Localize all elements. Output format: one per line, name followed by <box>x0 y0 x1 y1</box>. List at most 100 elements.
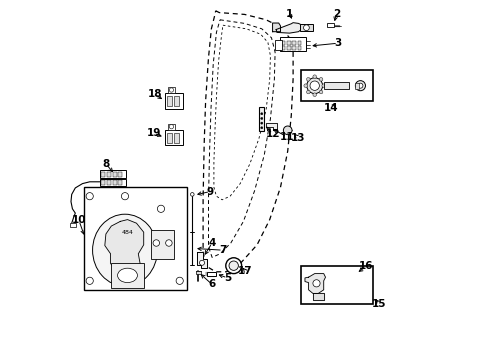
Circle shape <box>86 193 93 200</box>
Circle shape <box>355 81 365 91</box>
Circle shape <box>306 77 309 81</box>
Text: 3: 3 <box>334 38 341 48</box>
Bar <box>165 130 182 145</box>
Circle shape <box>169 125 173 129</box>
Circle shape <box>303 84 307 87</box>
Text: 10: 10 <box>72 215 86 225</box>
Text: 8: 8 <box>102 159 109 169</box>
Text: 12: 12 <box>265 129 279 139</box>
Bar <box>279 37 305 51</box>
Text: 6: 6 <box>208 279 215 289</box>
Bar <box>100 179 125 186</box>
Bar <box>167 96 172 106</box>
Circle shape <box>157 205 164 212</box>
Polygon shape <box>104 220 143 274</box>
Text: 9: 9 <box>206 186 213 197</box>
Circle shape <box>260 117 263 120</box>
Bar <box>165 93 182 109</box>
Text: 14: 14 <box>324 103 338 113</box>
Bar <box>258 107 264 131</box>
Bar <box>281 46 285 50</box>
Circle shape <box>312 75 316 78</box>
Circle shape <box>283 126 291 135</box>
Bar <box>297 46 301 50</box>
Circle shape <box>303 25 309 31</box>
Bar <box>301 70 373 101</box>
Circle shape <box>319 77 322 81</box>
Bar <box>281 41 285 45</box>
Ellipse shape <box>92 214 157 286</box>
Bar <box>174 96 178 106</box>
Bar <box>326 23 333 27</box>
Text: 5: 5 <box>224 273 231 283</box>
Circle shape <box>319 90 322 94</box>
Circle shape <box>306 90 309 94</box>
Circle shape <box>309 81 319 90</box>
Circle shape <box>306 78 322 94</box>
Text: 11: 11 <box>279 132 294 142</box>
Bar <box>100 170 125 178</box>
Text: 16: 16 <box>358 261 373 271</box>
Circle shape <box>190 193 194 196</box>
Polygon shape <box>265 123 276 130</box>
Circle shape <box>153 240 159 246</box>
Bar <box>286 46 290 50</box>
Text: 2: 2 <box>332 9 339 19</box>
Circle shape <box>228 261 238 270</box>
Bar <box>297 41 301 45</box>
Bar <box>151 230 174 259</box>
Text: 19: 19 <box>146 128 161 138</box>
Bar <box>107 180 111 185</box>
Bar <box>292 41 295 45</box>
Bar <box>168 87 174 93</box>
Bar <box>292 46 295 50</box>
Text: 1: 1 <box>285 9 293 19</box>
Polygon shape <box>272 23 280 32</box>
Bar <box>113 180 117 185</box>
Circle shape <box>260 127 263 129</box>
Bar <box>174 133 178 143</box>
Circle shape <box>260 122 263 124</box>
Bar <box>111 263 143 288</box>
Polygon shape <box>305 274 325 293</box>
Bar <box>69 223 76 227</box>
Bar <box>206 272 215 276</box>
Polygon shape <box>312 293 323 300</box>
Polygon shape <box>276 23 302 33</box>
Text: 484: 484 <box>122 230 133 235</box>
Polygon shape <box>197 252 206 268</box>
Circle shape <box>312 93 316 96</box>
Bar <box>113 172 117 177</box>
Bar <box>118 172 122 177</box>
Text: 7: 7 <box>219 245 226 255</box>
Bar <box>107 172 111 177</box>
Circle shape <box>225 258 241 274</box>
Circle shape <box>312 280 320 287</box>
Bar <box>101 172 105 177</box>
Circle shape <box>321 84 325 87</box>
Bar <box>118 180 122 185</box>
Bar <box>84 187 186 290</box>
Bar <box>323 82 348 89</box>
Bar <box>301 266 373 304</box>
Bar <box>101 180 105 185</box>
Text: 17: 17 <box>238 266 252 276</box>
Bar <box>286 41 290 45</box>
Bar <box>300 24 312 31</box>
Bar <box>168 124 174 130</box>
Circle shape <box>199 260 204 265</box>
Circle shape <box>121 193 128 200</box>
Bar <box>167 133 172 143</box>
Circle shape <box>260 113 263 115</box>
Circle shape <box>86 277 93 284</box>
Bar <box>275 40 281 50</box>
Circle shape <box>165 240 172 246</box>
Circle shape <box>357 83 362 88</box>
Bar <box>196 271 200 274</box>
Text: 13: 13 <box>290 132 305 143</box>
Ellipse shape <box>117 268 137 283</box>
Circle shape <box>169 88 173 92</box>
Text: 18: 18 <box>148 89 162 99</box>
Bar <box>355 83 358 89</box>
Text: 4: 4 <box>208 238 215 248</box>
